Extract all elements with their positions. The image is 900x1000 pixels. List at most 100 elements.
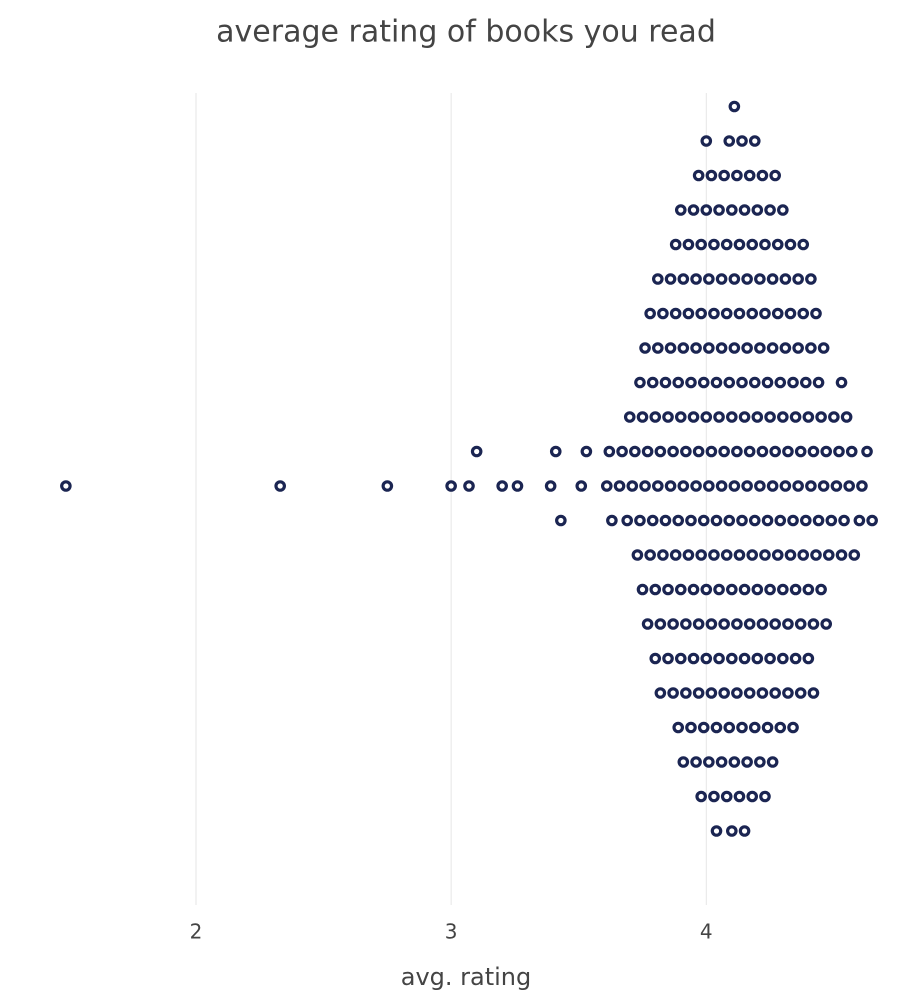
data-point <box>600 480 613 492</box>
data-point <box>771 238 784 251</box>
data-point <box>743 445 756 458</box>
data-point <box>815 583 827 596</box>
data-point <box>736 514 748 527</box>
data-point <box>708 790 720 803</box>
data-point <box>833 445 845 458</box>
data-point <box>741 342 753 354</box>
data-point <box>705 169 718 182</box>
data-point <box>820 618 833 630</box>
data-point <box>692 445 705 458</box>
data-point <box>815 411 827 423</box>
x-tick-label: 3 <box>445 920 458 944</box>
data-point <box>726 411 738 423</box>
data-point <box>792 480 804 492</box>
data-point <box>690 756 702 768</box>
data-point <box>652 480 664 492</box>
data-point <box>639 480 651 492</box>
data-point <box>639 342 651 354</box>
data-point <box>805 273 817 285</box>
data-point <box>682 307 695 320</box>
data-point <box>672 514 685 527</box>
data-point <box>680 687 692 699</box>
data-point <box>669 549 682 561</box>
data-point <box>748 376 761 389</box>
data-point <box>771 549 784 561</box>
data-point <box>769 445 781 458</box>
data-point <box>807 618 820 630</box>
data-point <box>784 238 797 251</box>
data-point <box>794 445 807 458</box>
data-point <box>654 687 667 699</box>
data-point <box>677 756 690 768</box>
data-point <box>692 687 705 699</box>
data-point <box>759 307 771 320</box>
data-point <box>715 342 728 354</box>
data-point <box>710 721 723 734</box>
data-point <box>718 169 730 182</box>
data-point <box>759 238 771 251</box>
data-point <box>708 238 720 251</box>
data-point <box>743 169 756 182</box>
data-point <box>715 273 728 285</box>
data-point <box>672 721 685 734</box>
data-point <box>789 652 802 665</box>
data-point <box>738 204 751 216</box>
data-point <box>731 687 743 699</box>
data-point <box>641 618 654 630</box>
data-point <box>623 411 636 423</box>
data-point <box>662 652 674 665</box>
data-point <box>764 411 776 423</box>
data-point <box>664 480 677 492</box>
data-point <box>697 376 710 389</box>
data-point <box>777 583 789 596</box>
data-point <box>731 445 743 458</box>
data-point <box>726 652 738 665</box>
data-point <box>805 342 817 354</box>
data-point <box>866 514 878 527</box>
data-point <box>723 376 736 389</box>
data-point <box>669 238 682 251</box>
data-point <box>720 307 733 320</box>
data-point <box>634 376 646 389</box>
data-point <box>700 583 713 596</box>
data-point <box>692 618 705 630</box>
data-point <box>754 273 766 285</box>
data-point <box>723 721 736 734</box>
data-point <box>695 307 707 320</box>
data-point <box>805 480 817 492</box>
data-point <box>731 618 743 630</box>
data-point <box>782 445 794 458</box>
data-point <box>680 445 692 458</box>
x-axis-title: avg. rating <box>401 963 532 991</box>
data-point <box>726 204 738 216</box>
data-point <box>654 445 667 458</box>
data-point <box>621 514 633 527</box>
data-point <box>736 721 748 734</box>
data-point <box>830 480 843 492</box>
data-point <box>761 721 774 734</box>
data-point <box>705 618 718 630</box>
data-point <box>853 514 866 527</box>
data-point <box>631 549 644 561</box>
data-point <box>766 273 779 285</box>
data-point <box>644 307 656 320</box>
data-point <box>779 480 792 492</box>
data-point <box>549 445 562 458</box>
data-point <box>856 480 868 492</box>
data-point <box>784 549 797 561</box>
data-point <box>733 790 746 803</box>
data-point <box>720 790 733 803</box>
data-point <box>733 549 746 561</box>
data-point <box>756 169 769 182</box>
data-point <box>646 514 659 527</box>
data-point <box>713 204 725 216</box>
data-point <box>861 445 873 458</box>
data-point <box>700 411 713 423</box>
data-point <box>751 411 764 423</box>
data-point <box>789 583 802 596</box>
data-point <box>720 549 733 561</box>
data-point <box>794 618 807 630</box>
data-point <box>774 514 787 527</box>
data-point <box>748 514 761 527</box>
